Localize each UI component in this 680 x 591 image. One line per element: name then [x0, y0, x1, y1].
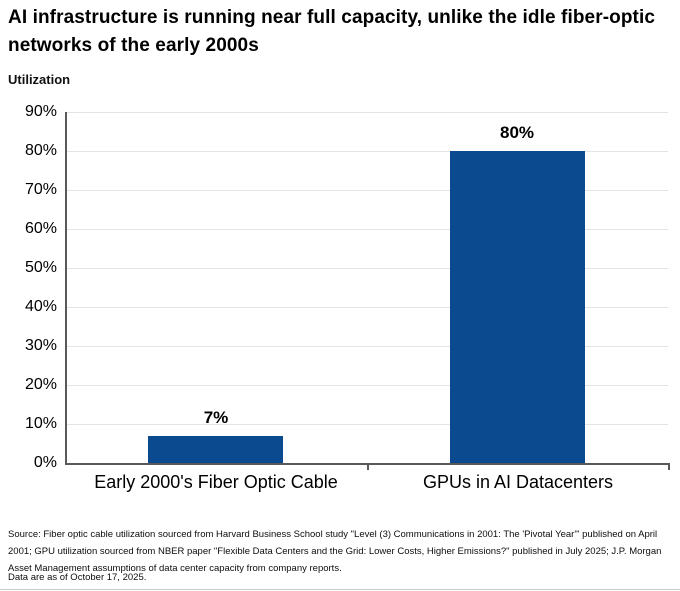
- gridline-10: [65, 424, 668, 425]
- bar-0: [148, 436, 283, 463]
- bar-value-label: 80%: [499, 123, 535, 142]
- as-of-note: Data are as of October 17, 2025.: [8, 572, 147, 583]
- y-tick-label: 50%: [24, 259, 57, 276]
- y-tick-label: 0%: [33, 454, 57, 471]
- y-tick-label: 10%: [24, 415, 57, 432]
- gridline-40: [65, 307, 668, 308]
- gridline-20: [65, 385, 668, 386]
- x-category-label: GPUs in AI Datacenters: [422, 472, 614, 492]
- x-category-label: Early 2000's Fiber Optic Cable: [94, 472, 338, 492]
- gridline-60: [65, 229, 668, 230]
- y-tick-label: 20%: [24, 376, 57, 393]
- x-axis-tick: [668, 465, 670, 470]
- chart-title: AI infrastructure is running near full c…: [8, 7, 656, 56]
- y-axis-line: [65, 112, 67, 463]
- x-axis-tick: [367, 465, 369, 470]
- y-tick-label: 60%: [24, 220, 57, 237]
- gridline-30: [65, 346, 668, 347]
- gridline-50: [65, 268, 668, 269]
- x-axis-line: [65, 463, 670, 465]
- y-tick-label: 40%: [24, 298, 57, 315]
- y-tick-label: 70%: [24, 181, 57, 198]
- bar-value-label: 7%: [203, 408, 229, 427]
- gridline-90: [65, 112, 668, 113]
- y-tick-label: 90%: [24, 103, 57, 120]
- bar-1: [450, 151, 585, 463]
- bottom-divider: [0, 589, 680, 590]
- source-note: Source: Fiber optic cable utilization so…: [8, 529, 662, 574]
- gridline-80: [65, 151, 668, 152]
- gridline-70: [65, 190, 668, 191]
- y-axis-title: Utilization: [8, 72, 71, 87]
- y-tick-label: 80%: [24, 142, 57, 159]
- y-tick-label: 30%: [24, 337, 57, 354]
